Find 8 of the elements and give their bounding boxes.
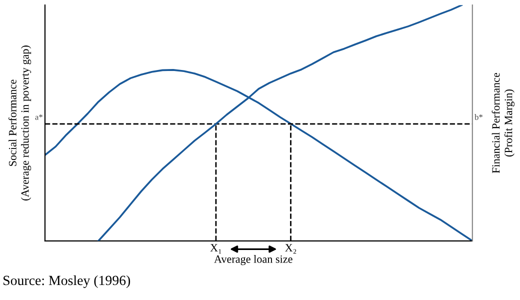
x-tick-label: X₂ <box>285 244 296 254</box>
ref-line-label: a* <box>35 114 42 120</box>
x-tick-label: X₁ <box>210 244 222 254</box>
x-axis-title: Average loan size <box>214 255 292 266</box>
y-axis-title: Social Performance (Average reduction in poverty gap) <box>8 46 32 200</box>
source-note: Source: Mosley (1996) <box>4 275 130 288</box>
y2-axis-title: Financial Performance (Profit Margin) <box>492 72 515 174</box>
text: b* <box>474 114 482 120</box>
